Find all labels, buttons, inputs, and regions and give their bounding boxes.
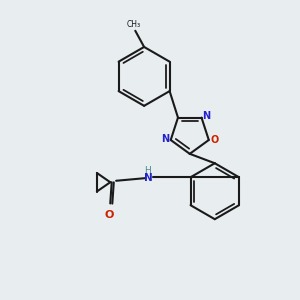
Text: CH₃: CH₃: [127, 20, 141, 29]
Text: O: O: [211, 135, 219, 145]
Text: H: H: [145, 166, 151, 175]
Text: O: O: [105, 210, 114, 220]
Text: N: N: [144, 173, 152, 183]
Text: N: N: [161, 134, 169, 143]
Text: N: N: [202, 111, 211, 121]
